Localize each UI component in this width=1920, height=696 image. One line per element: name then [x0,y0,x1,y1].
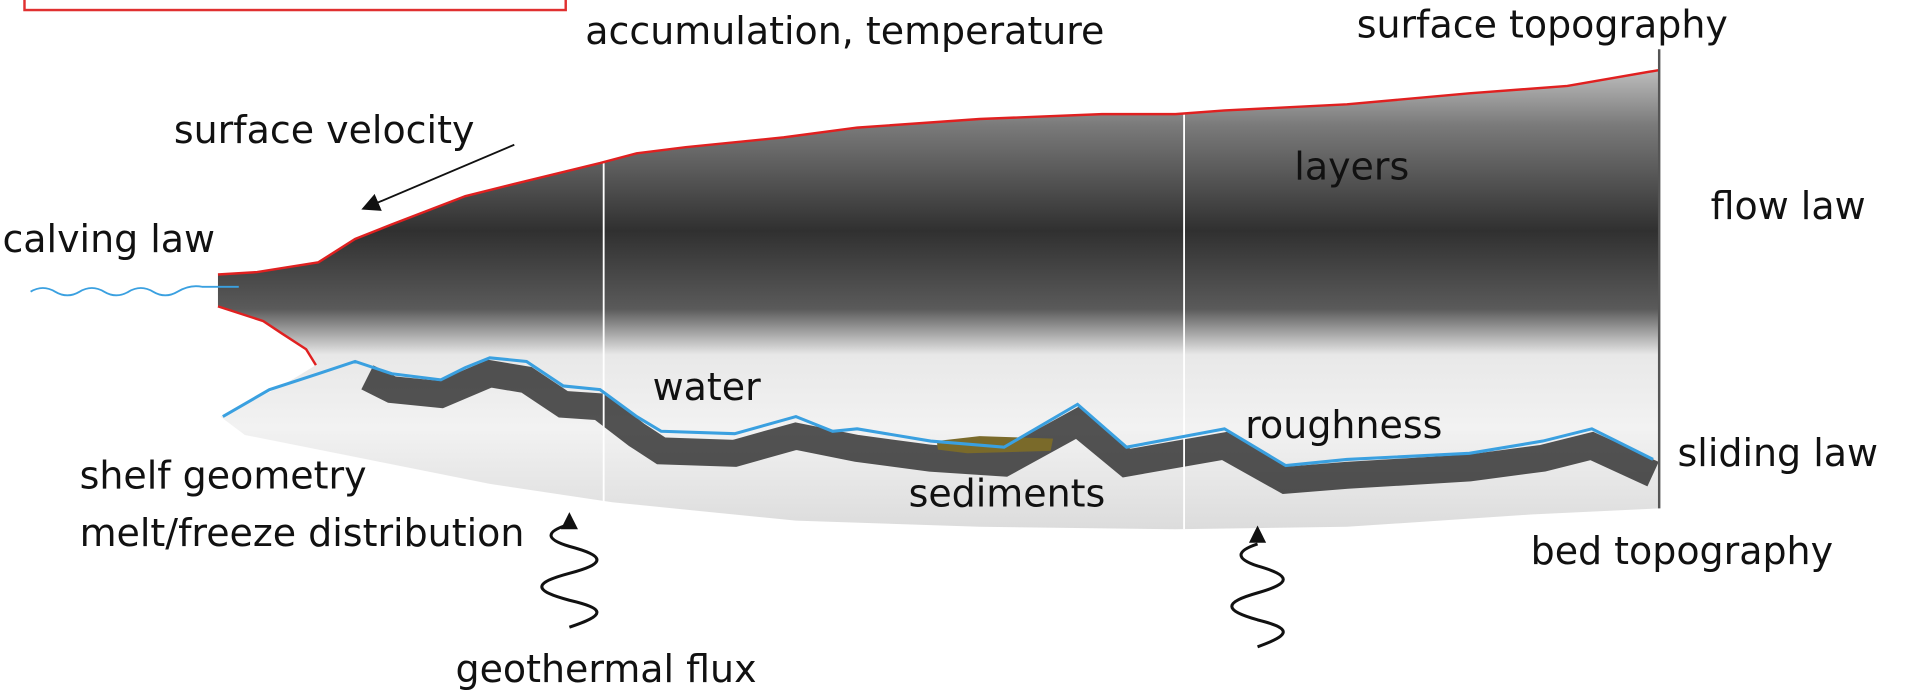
label: flow law [1711,184,1866,228]
label: layers [1294,145,1409,189]
label: calving law [2,217,215,261]
label: geothermal flux [456,647,757,691]
frame-box [24,0,565,10]
label: accumulation, temperature [585,9,1104,53]
page: accumulation, temperature surface topogr… [0,0,1920,696]
flux-arrowhead [561,512,578,529]
flux-symbol [542,517,597,627]
flux-symbol [1232,544,1283,647]
diagram: accumulation, temperature surface topogr… [0,0,1920,696]
label: melt/freeze distribution [80,511,525,555]
label: surface velocity [174,108,475,152]
label: bed topography [1531,529,1833,573]
label: shelf geometry [80,453,367,497]
label: surface topography [1357,3,1728,47]
ocean-wave [31,286,239,295]
label: roughness [1245,403,1442,447]
label: sliding law [1678,431,1878,475]
label: water [653,365,761,409]
label: sediments [909,472,1106,516]
